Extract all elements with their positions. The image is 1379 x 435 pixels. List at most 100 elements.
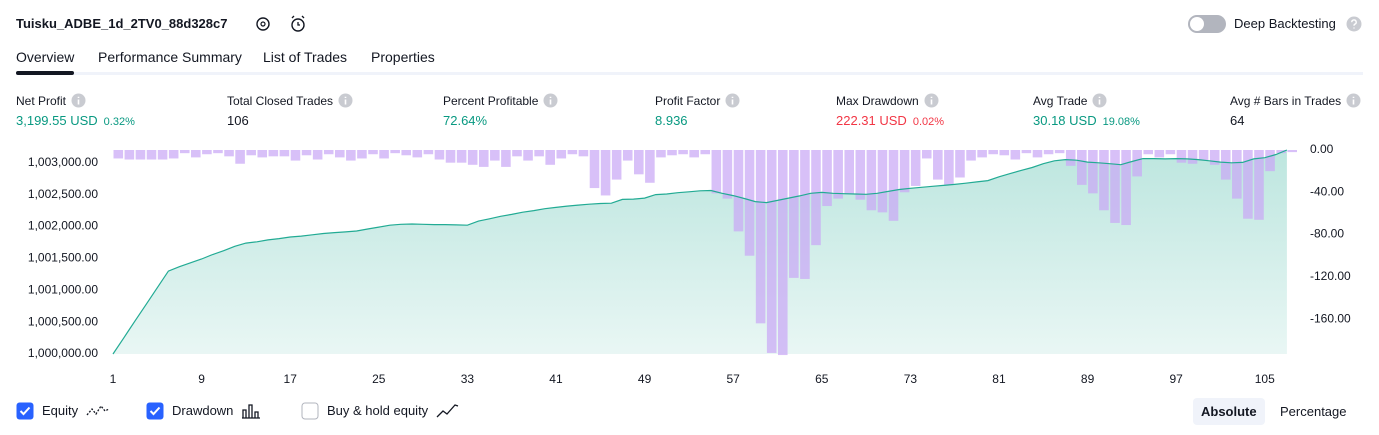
y2-tick-label: -160.00: [1310, 311, 1351, 325]
y-tick-label: 1,003,000.00: [28, 155, 98, 169]
drawdown-bar: [833, 150, 843, 199]
equity-area: [113, 150, 1287, 354]
drawdown-bar: [1077, 150, 1087, 185]
metric-value: 8.936: [655, 113, 688, 128]
x-tick-label: 89: [1081, 372, 1095, 386]
drawdown-bar: [246, 150, 256, 156]
x-tick-label: 25: [372, 372, 386, 386]
drawdown-bar: [1187, 150, 1198, 164]
drawdown-bar: [611, 150, 622, 180]
drawdown-bar: [202, 150, 212, 155]
header-icons[interactable]: [254, 14, 314, 34]
metric-label: Avg # Bars in Trades: [1230, 94, 1342, 108]
checkbox[interactable]: [16, 402, 34, 420]
drawdown-bar: [744, 150, 755, 256]
drawdown-bar: [899, 150, 910, 193]
legend-glyph: [86, 404, 110, 416]
metric-value-text: 106: [227, 113, 249, 128]
drawdown-bar: [1021, 150, 1032, 154]
drawdown-bar: [124, 150, 135, 160]
settings-icon-core: [260, 21, 266, 27]
toggle[interactable]: [1186, 13, 1230, 35]
alert-icon[interactable]: [291, 18, 305, 32]
metric-percent: 0.02%: [912, 116, 945, 128]
info-icon[interactable]: [338, 93, 353, 108]
info-icon[interactable]: [543, 93, 558, 108]
tab[interactable]: Overview: [16, 49, 75, 65]
checkbox[interactable]: [301, 402, 319, 420]
tab[interactable]: Performance Summary: [98, 49, 242, 65]
legend-icon: [436, 404, 459, 418]
drawdown-bar: [279, 150, 290, 157]
x-tick-label: 9: [198, 372, 205, 386]
drawdown-bar: [1265, 150, 1275, 172]
drawdown-bar: [622, 150, 633, 161]
drawdown-bar: [855, 150, 866, 200]
drawdown-bar: [146, 150, 157, 160]
info-icon[interactable]: [725, 93, 740, 108]
drawdown-bar: [290, 150, 301, 161]
drawdown-bar: [733, 150, 744, 232]
drawdown-bar: [600, 150, 611, 196]
drawdown-bar: [534, 150, 544, 157]
legend-label[interactable]: Buy & hold equity: [327, 403, 429, 418]
metric-value-text: 3,199.55 USD: [16, 113, 98, 128]
strategy-title: Tuisku_ADBE_1d_2TV0_88d328c7: [16, 16, 228, 31]
legend-label[interactable]: Equity: [42, 403, 79, 418]
drawdown-bar: [1121, 150, 1131, 226]
drawdown-bar: [191, 150, 201, 158]
drawdown-bar: [977, 150, 987, 158]
drawdown-bar: [434, 150, 445, 160]
tab[interactable]: List of Trades: [263, 49, 348, 65]
metric-value-text: 8.936: [655, 113, 688, 128]
drawdown-bar: [1065, 150, 1076, 166]
drawdown-bar: [700, 150, 711, 155]
drawdown-bar: [1198, 150, 1209, 161]
drawdown-bar: [634, 150, 644, 175]
drawdown-bar: [523, 150, 533, 161]
legend-glyph: [436, 404, 459, 418]
drawdown-bar: [257, 150, 268, 158]
drawdown-bar: [556, 150, 567, 159]
drawdown-bar: [1232, 150, 1242, 199]
metric-label: Percent Profitable: [443, 94, 539, 108]
drawdown-bar: [168, 150, 179, 159]
drawdown-bar: [1099, 150, 1109, 211]
drawdown-bar: [888, 150, 899, 221]
drawdown-bar: [113, 150, 124, 159]
metric-percent: 0.32%: [103, 116, 135, 128]
drawdown-bar: [689, 150, 699, 158]
drawdown-bar: [866, 150, 877, 211]
view-button[interactable]: Percentage: [1280, 404, 1347, 419]
info-icon[interactable]: [71, 93, 86, 108]
drawdown-bar: [933, 150, 943, 180]
drawdown-bar: [401, 150, 412, 156]
metric-value-text: 30.18 USD: [1033, 113, 1097, 128]
metric-label: Total Closed Trades: [227, 94, 334, 108]
metric-label: Net Profit: [16, 94, 67, 108]
drawdown-bar: [512, 150, 522, 157]
drawdown-bar: [789, 150, 799, 278]
view-button[interactable]: Absolute: [1193, 398, 1265, 425]
info-icon[interactable]: [1092, 93, 1107, 108]
help-icon[interactable]: [1346, 16, 1362, 32]
drawdown-bar: [711, 150, 722, 194]
info-icon[interactable]: [924, 93, 939, 108]
metric-value: 106: [227, 113, 249, 128]
checkbox[interactable]: [146, 402, 164, 420]
drawdown-bar: [412, 150, 423, 158]
y-tick-label: 1,000,500.00: [28, 314, 98, 328]
info-icon[interactable]: [1346, 93, 1361, 108]
active-tab-underline: [16, 71, 75, 75]
tab[interactable]: Properties: [371, 49, 435, 65]
drawdown-bar: [346, 150, 356, 161]
settings-icon[interactable]: [256, 17, 270, 31]
drawdown-bar: [235, 150, 245, 164]
x-tick-label: 97: [1169, 372, 1183, 386]
x-tick-label: 49: [638, 372, 652, 386]
x-tick-label: 17: [284, 372, 298, 386]
metric-label: Profit Factor: [655, 94, 721, 108]
drawdown-bar: [1054, 150, 1065, 154]
legend-label[interactable]: Drawdown: [172, 403, 234, 418]
